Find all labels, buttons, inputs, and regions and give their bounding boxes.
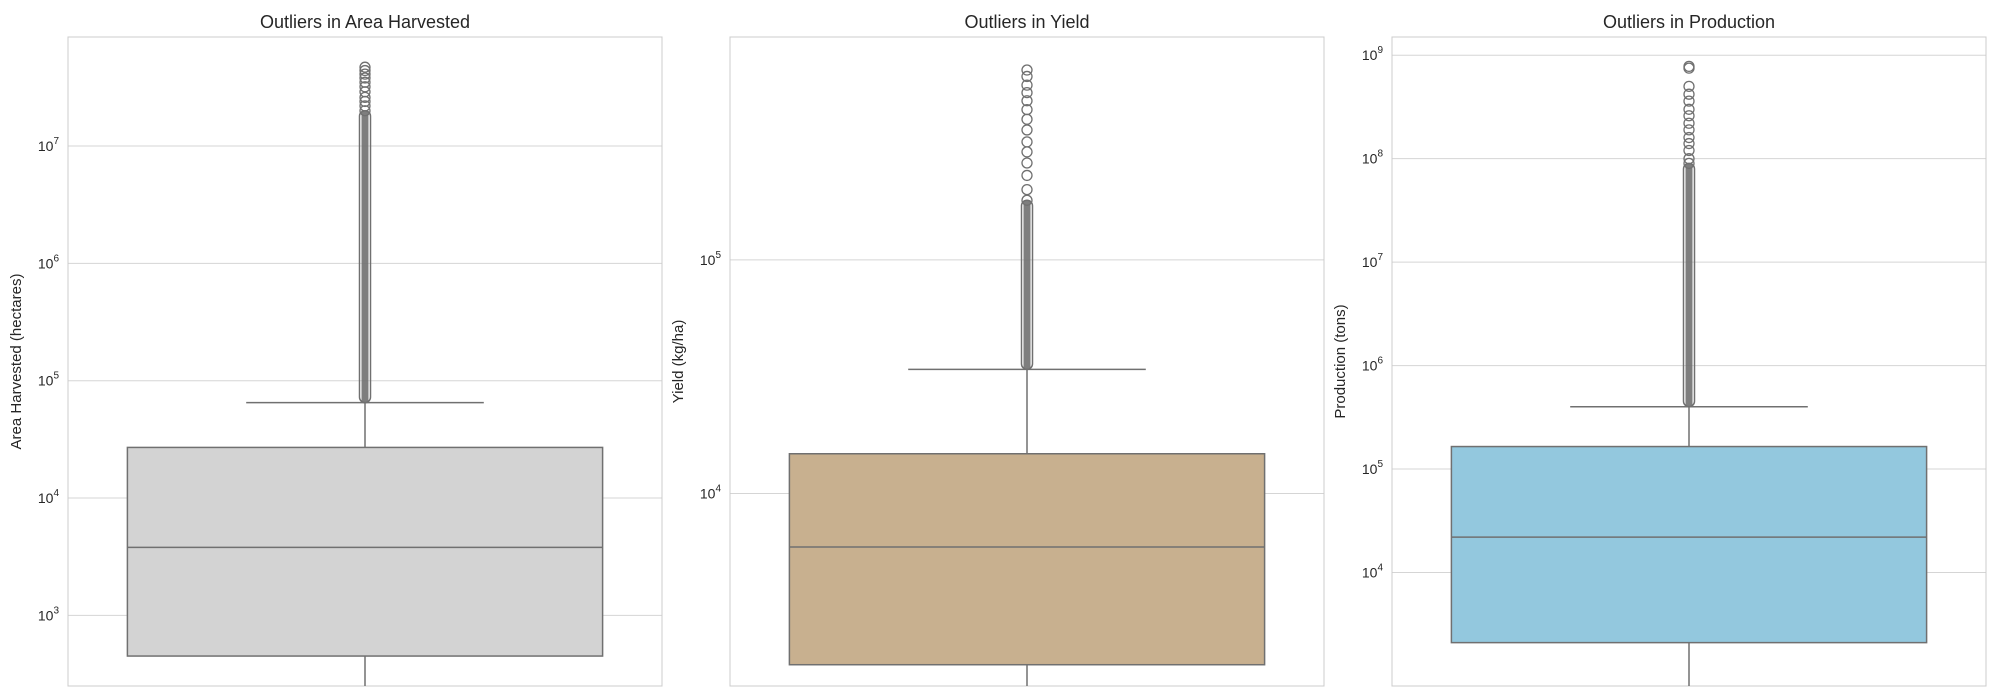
y-tick-exponent: 5	[1377, 459, 1383, 470]
outlier-point	[1683, 95, 1695, 107]
outlier-point	[1683, 137, 1695, 150]
outlier-point	[1683, 110, 1695, 122]
y-tick-exponent: 4	[1377, 563, 1383, 574]
outlier-point	[1021, 113, 1033, 125]
outlier-point	[1021, 157, 1033, 169]
outlier-dense-fill	[1685, 163, 1693, 407]
outlier-point	[1683, 62, 1695, 74]
outlier-point	[1683, 124, 1695, 136]
y-axis-label: Area Harvested (hectares)	[8, 274, 25, 450]
outlier-point	[1683, 157, 1695, 170]
chart-title: Outliers in Yield	[964, 12, 1089, 32]
outlier-point	[359, 105, 371, 117]
outlier-point	[1683, 153, 1695, 165]
box-iqr	[126, 446, 604, 657]
box-iqr	[788, 453, 1266, 666]
y-tick-exponent: 9	[1377, 45, 1383, 56]
outlier-point	[1021, 79, 1033, 91]
outlier-point	[1683, 80, 1695, 93]
y-tick-exponent: 4	[53, 488, 59, 499]
box-iqr	[1450, 445, 1928, 644]
chart-title: Outliers in Production	[1603, 12, 1775, 32]
outlier-point	[1683, 117, 1695, 129]
outlier-point	[1021, 95, 1033, 107]
outlier-point	[1021, 64, 1033, 76]
outlier-point	[359, 68, 371, 80]
y-axis-label: Production (tons)	[1332, 304, 1349, 418]
y-tick-exponent: 7	[53, 136, 59, 147]
outlier-point	[1021, 87, 1033, 99]
outlier-point	[1021, 146, 1033, 158]
y-tick-exponent: 5	[715, 250, 721, 261]
y-tick-exponent: 3	[53, 605, 59, 616]
outlier-point	[1021, 183, 1033, 196]
outlier-point	[1683, 131, 1695, 144]
outlier-point	[359, 64, 371, 77]
outlier-point	[1021, 70, 1033, 83]
outlier-point	[1021, 169, 1033, 182]
outlier-point	[1021, 194, 1033, 206]
y-tick-exponent: 6	[1377, 356, 1383, 367]
chart-title: Outliers in Area Harvested	[260, 12, 470, 32]
y-tick-exponent: 4	[715, 484, 721, 495]
outlier-point	[359, 95, 371, 108]
outlier-point	[1021, 124, 1033, 136]
outlier-point	[1683, 103, 1695, 115]
outlier-dense-fill	[1023, 200, 1031, 370]
y-tick-exponent: 5	[53, 371, 59, 382]
y-tick-exponent: 8	[1377, 149, 1383, 160]
outlier-point	[359, 100, 371, 112]
y-tick-exponent: 6	[53, 253, 59, 264]
outlier-point	[1683, 144, 1695, 157]
outlier-dense-fill	[361, 110, 369, 403]
y-axis-label: Yield (kg/ha)	[670, 320, 687, 404]
outlier-point	[359, 61, 371, 73]
y-tick-exponent: 7	[1377, 252, 1383, 263]
outlier-point	[359, 72, 371, 84]
outlier-point	[359, 91, 371, 104]
outlier-point	[1683, 88, 1695, 100]
